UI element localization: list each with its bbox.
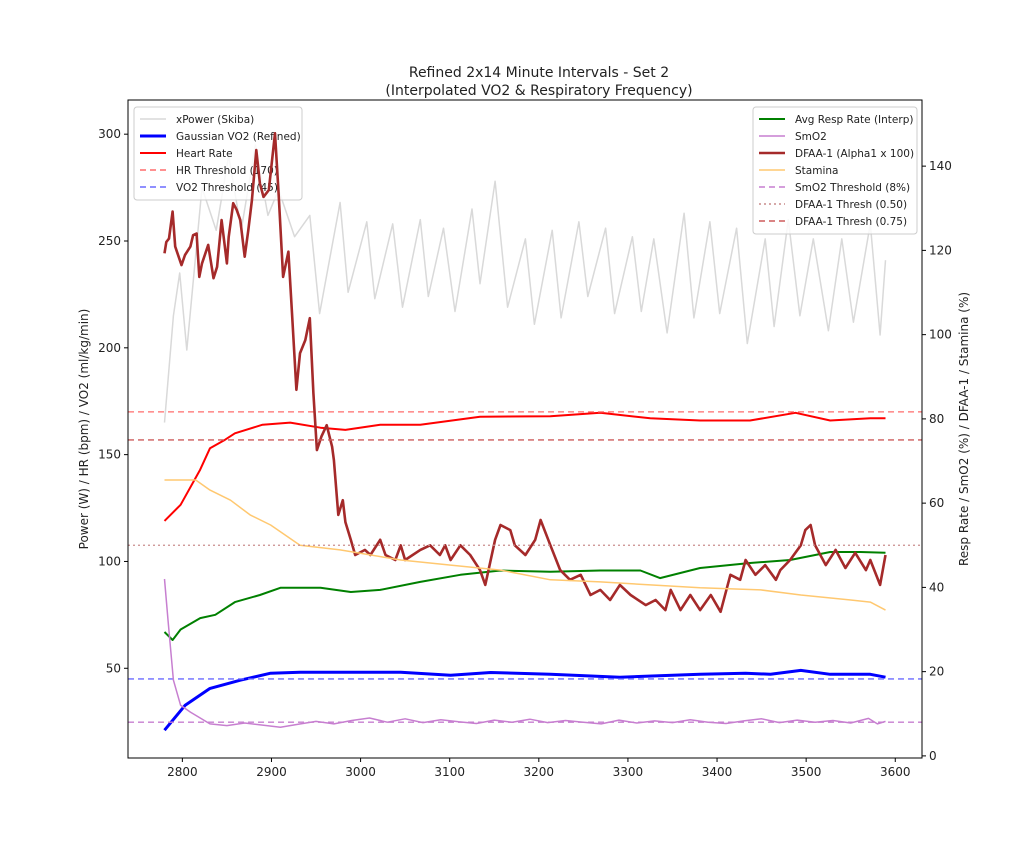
- y-right-tick-label: 140: [929, 159, 952, 173]
- series-line-heart-rate: [163, 411, 886, 522]
- y-left-tick-label: 300: [98, 127, 121, 141]
- y-right-tick-label: 80: [929, 412, 944, 426]
- x-tick-label: 3100: [434, 765, 465, 779]
- legend-entry-gaussian-vo2-refined: Gaussian VO2 (Refined): [176, 131, 301, 143]
- legend-entry-smo2: SmO2: [795, 131, 827, 143]
- legend-entry-heart-rate: Heart Rate: [176, 148, 233, 160]
- plot-frame: [127, 99, 923, 759]
- legend-entry-dfaa-1-thresh-0-75: DFAA-1 Thresh (0.75): [795, 216, 907, 228]
- axes: 2800 2900 3000 3100 3200 3300 3400 3500 36005010…: [98, 99, 952, 779]
- y-right-tick-label: 20: [929, 665, 944, 679]
- legend-entry-dfaa-1-alpha1-x-100: DFAA-1 (Alpha1 x 100): [795, 148, 914, 160]
- x-tick-label: 2900: [256, 765, 287, 779]
- y-right-tick-label: 100: [929, 328, 952, 342]
- y-left-tick-label: 50: [106, 661, 121, 675]
- series-line-gaussian-vo2-refined: [163, 668, 886, 732]
- legend-box: [752, 106, 918, 235]
- series-line-xpower-skiba: [163, 144, 887, 423]
- y-right-tick-label: 120: [929, 243, 952, 257]
- series-line-smo2: [163, 578, 886, 728]
- y-right-tick-label: 0: [929, 749, 937, 763]
- x-tick-label: 3400: [702, 765, 733, 779]
- legend-entry-dfaa-1-thresh-0-50: DFAA-1 Thresh (0.50): [795, 199, 907, 211]
- x-tick-label: 3000: [345, 765, 376, 779]
- legend-entry-hr-threshold-170: HR Threshold (170): [176, 165, 278, 177]
- y-axis-left-label: Power (W) / HR (bpm) / VO2 (ml/kg/min): [77, 309, 91, 550]
- legend-right: Avg Resp Rate (Interp) SmO2 DFAA-1 (Alpha1…: [752, 106, 918, 235]
- series-line-avg-resp-rate-interp: [163, 551, 886, 641]
- x-tick-label: 3300: [613, 765, 644, 779]
- y-right-tick-label: 40: [929, 580, 944, 594]
- y-right-tick-label: 60: [929, 496, 944, 510]
- right-axis-series: [128, 132, 922, 728]
- x-tick-label: 3600: [880, 765, 911, 779]
- x-tick-label: 3500: [791, 765, 822, 779]
- series-line-stamina: [164, 479, 886, 611]
- x-tick-label: 3200: [524, 765, 555, 779]
- y-left-tick-label: 200: [98, 341, 121, 355]
- y-left-tick-label: 150: [98, 448, 121, 462]
- chart-title-line2: (Interpolated VO2 & Respiratory Frequenc…: [385, 83, 692, 99]
- legend-entry-smo2-threshold-8: SmO2 Threshold (8%): [795, 182, 910, 194]
- y-left-tick-label: 250: [98, 234, 121, 248]
- y-axis-right-label: Resp Rate / SmO2 (%) / DFAA-1 / Stamina …: [957, 292, 971, 566]
- y-left-tick-label: 100: [98, 554, 121, 568]
- x-tick-label: 2800: [167, 765, 198, 779]
- legend-entry-xpower-skiba: xPower (Skiba): [176, 114, 254, 126]
- left-axis-series: [128, 144, 922, 732]
- legend-entry-avg-resp-rate-interp: Avg Resp Rate (Interp): [795, 114, 913, 126]
- chart-title-line1: Refined 2x14 Minute Intervals - Set 2: [409, 65, 669, 81]
- legend-entry-stamina: Stamina: [795, 165, 838, 177]
